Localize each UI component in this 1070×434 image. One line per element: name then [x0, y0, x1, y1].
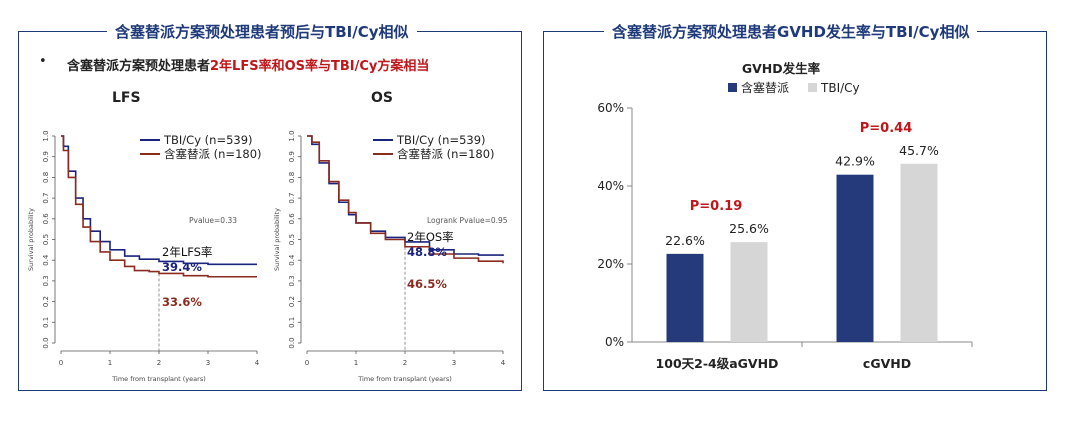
km-x-tick-label: 0 — [59, 359, 63, 367]
km-y-tick-label: 0.7 — [42, 193, 50, 204]
bar-y-tick-label: 0% — [605, 335, 624, 349]
km-label-thiotepa: 46.5% — [407, 277, 447, 291]
km-legend-label: TBI/Cy (n=539) — [396, 133, 486, 147]
km-label-tbi-cy: 39.4% — [162, 260, 202, 274]
km-y-tick-label: 0.5 — [288, 234, 296, 245]
km-annotation: 2年LFS率 — [162, 245, 212, 259]
bar-value-label: 25.6% — [729, 221, 769, 236]
km-x-label: Time from transplant (years) — [111, 375, 206, 383]
bar-value-label: 42.9% — [835, 154, 875, 169]
km-curve-thiotepa — [307, 135, 504, 264]
left-subtitle: 含塞替派方案预处理患者2年LFS率和OS率与TBI/Cy方案相当 — [67, 55, 429, 74]
km-chart-lfs: LFS 0.0 0.1 0.2 0.3 0.4 0.5 0.6 0.7 0.8 0.9 1.0 0 1 2 3… — [27, 90, 262, 383]
bar-y-tick-label: 40% — [597, 179, 624, 193]
bar-legend-label: 含塞替派 — [741, 80, 789, 95]
km-y-tick-label: 0.4 — [288, 254, 296, 266]
km-label-thiotepa: 33.6% — [162, 295, 202, 309]
km-y-label: Survival probability — [273, 208, 281, 271]
km-y-tick-label: 0.9 — [42, 151, 50, 162]
km-x-tick-label: 0 — [305, 359, 309, 367]
bar-legend-swatch — [728, 83, 737, 92]
bar-pvalue: P=0.19 — [690, 199, 743, 214]
bar-category-label: 100天2-4级aGVHD — [656, 356, 779, 371]
km-title: OS — [371, 90, 393, 106]
km-x-tick-label: 1 — [354, 359, 358, 367]
km-label-tbi-cy: 48.8% — [407, 245, 447, 259]
km-y-tick-label: 0.6 — [288, 213, 296, 225]
km-legend-label: TBI/Cy (n=539) — [163, 133, 253, 147]
bar-value-label: 45.7% — [899, 143, 939, 158]
left-panel-title: 含塞替派方案预处理患者预后与TBI/Cy相似 — [107, 21, 417, 42]
km-chart-os: OS 0.0 0.1 0.2 0.3 0.4 0.5 0.6 0.7 0.8 0.9 1.0 0 1 2 3 4… — [273, 90, 508, 383]
km-y-tick-label: 0.2 — [42, 296, 50, 307]
km-y-tick-label: 1.0 — [288, 130, 296, 141]
bar-y-tick-label: 20% — [597, 257, 624, 271]
km-pvalue: Pvalue=0.33 — [189, 216, 237, 225]
km-curve-thiotepa — [61, 135, 257, 278]
bar-pvalue: P=0.44 — [860, 121, 913, 136]
km-y-tick-label: 0.4 — [42, 254, 50, 266]
km-curve-tbi-cy — [61, 135, 257, 266]
km-y-label: Survival probability — [27, 208, 35, 271]
km-title: LFS — [112, 90, 141, 106]
km-x-tick-label: 3 — [206, 359, 210, 367]
bar-legend-label: TBI/Cy — [820, 81, 860, 95]
km-charts: LFS 0.0 0.1 0.2 0.3 0.4 0.5 0.6 0.7 0.8 0.9 1.0 0 1 2 3… — [27, 90, 508, 383]
bullet: • — [39, 54, 47, 69]
km-y-tick-label: 0.9 — [288, 151, 296, 162]
bar-thiotepa — [666, 253, 704, 342]
bar-tbi-cy — [730, 242, 768, 342]
bar-value-label: 22.6% — [665, 233, 705, 248]
km-x-tick-label: 4 — [501, 359, 506, 367]
right-panel: 含塞替派方案预处理患者GVHD发生率与TBI/Cy相似 GVHD发生率 含塞替派 T… — [543, 21, 1047, 391]
km-y-tick-label: 0.1 — [42, 317, 50, 328]
km-y-tick-label: 0.3 — [288, 275, 296, 286]
bar-y-tick-label: 60% — [597, 101, 624, 115]
km-y-tick-label: 0.2 — [288, 296, 296, 307]
km-y-tick-label: 0.3 — [42, 275, 50, 286]
km-legend-label: 含塞替派 (n=180) — [397, 147, 495, 161]
bar-legend-swatch — [808, 83, 817, 92]
km-x-label: Time from transplant (years) — [357, 375, 452, 383]
bar-thiotepa — [836, 174, 874, 342]
km-y-tick-label: 0.8 — [42, 172, 50, 183]
km-y-tick-label: 0.7 — [288, 193, 296, 204]
left-panel: 含塞替派方案预处理患者预后与TBI/Cy相似 • 含塞替派方案预处理患者2年LF… — [18, 21, 522, 391]
km-y-tick-label: 0.1 — [288, 317, 296, 328]
km-x-tick-label: 2 — [157, 359, 161, 367]
km-y-tick-label: 0.0 — [288, 337, 296, 348]
km-annotation: 2年OS率 — [407, 230, 454, 244]
km-y-tick-label: 0.8 — [288, 172, 296, 183]
right-panel-title: 含塞替派方案预处理患者GVHD发生率与TBI/Cy相似 — [604, 21, 978, 42]
subtitle-highlight: 2年LFS率和OS率与TBI/Cy方案相当 — [210, 59, 430, 74]
km-legend-label: 含塞替派 (n=180) — [164, 147, 262, 161]
bar-tbi-cy — [900, 163, 938, 342]
km-x-tick-label: 1 — [108, 359, 112, 367]
km-y-tick-label: 0.0 — [42, 337, 50, 348]
bar-chart-title: GVHD发生率 — [742, 61, 821, 76]
km-pvalue: Logrank Pvalue=0.95 — [427, 216, 508, 225]
km-x-tick-label: 4 — [255, 359, 260, 367]
km-x-tick-label: 2 — [403, 359, 407, 367]
subtitle-prefix: 含塞替派方案预处理患者 — [67, 59, 211, 74]
km-y-tick-label: 0.5 — [42, 234, 50, 245]
km-y-tick-label: 1.0 — [42, 130, 50, 141]
km-y-tick-label: 0.6 — [42, 213, 50, 225]
bar-category-label: cGVHD — [863, 356, 911, 371]
km-x-tick-label: 3 — [452, 359, 456, 367]
